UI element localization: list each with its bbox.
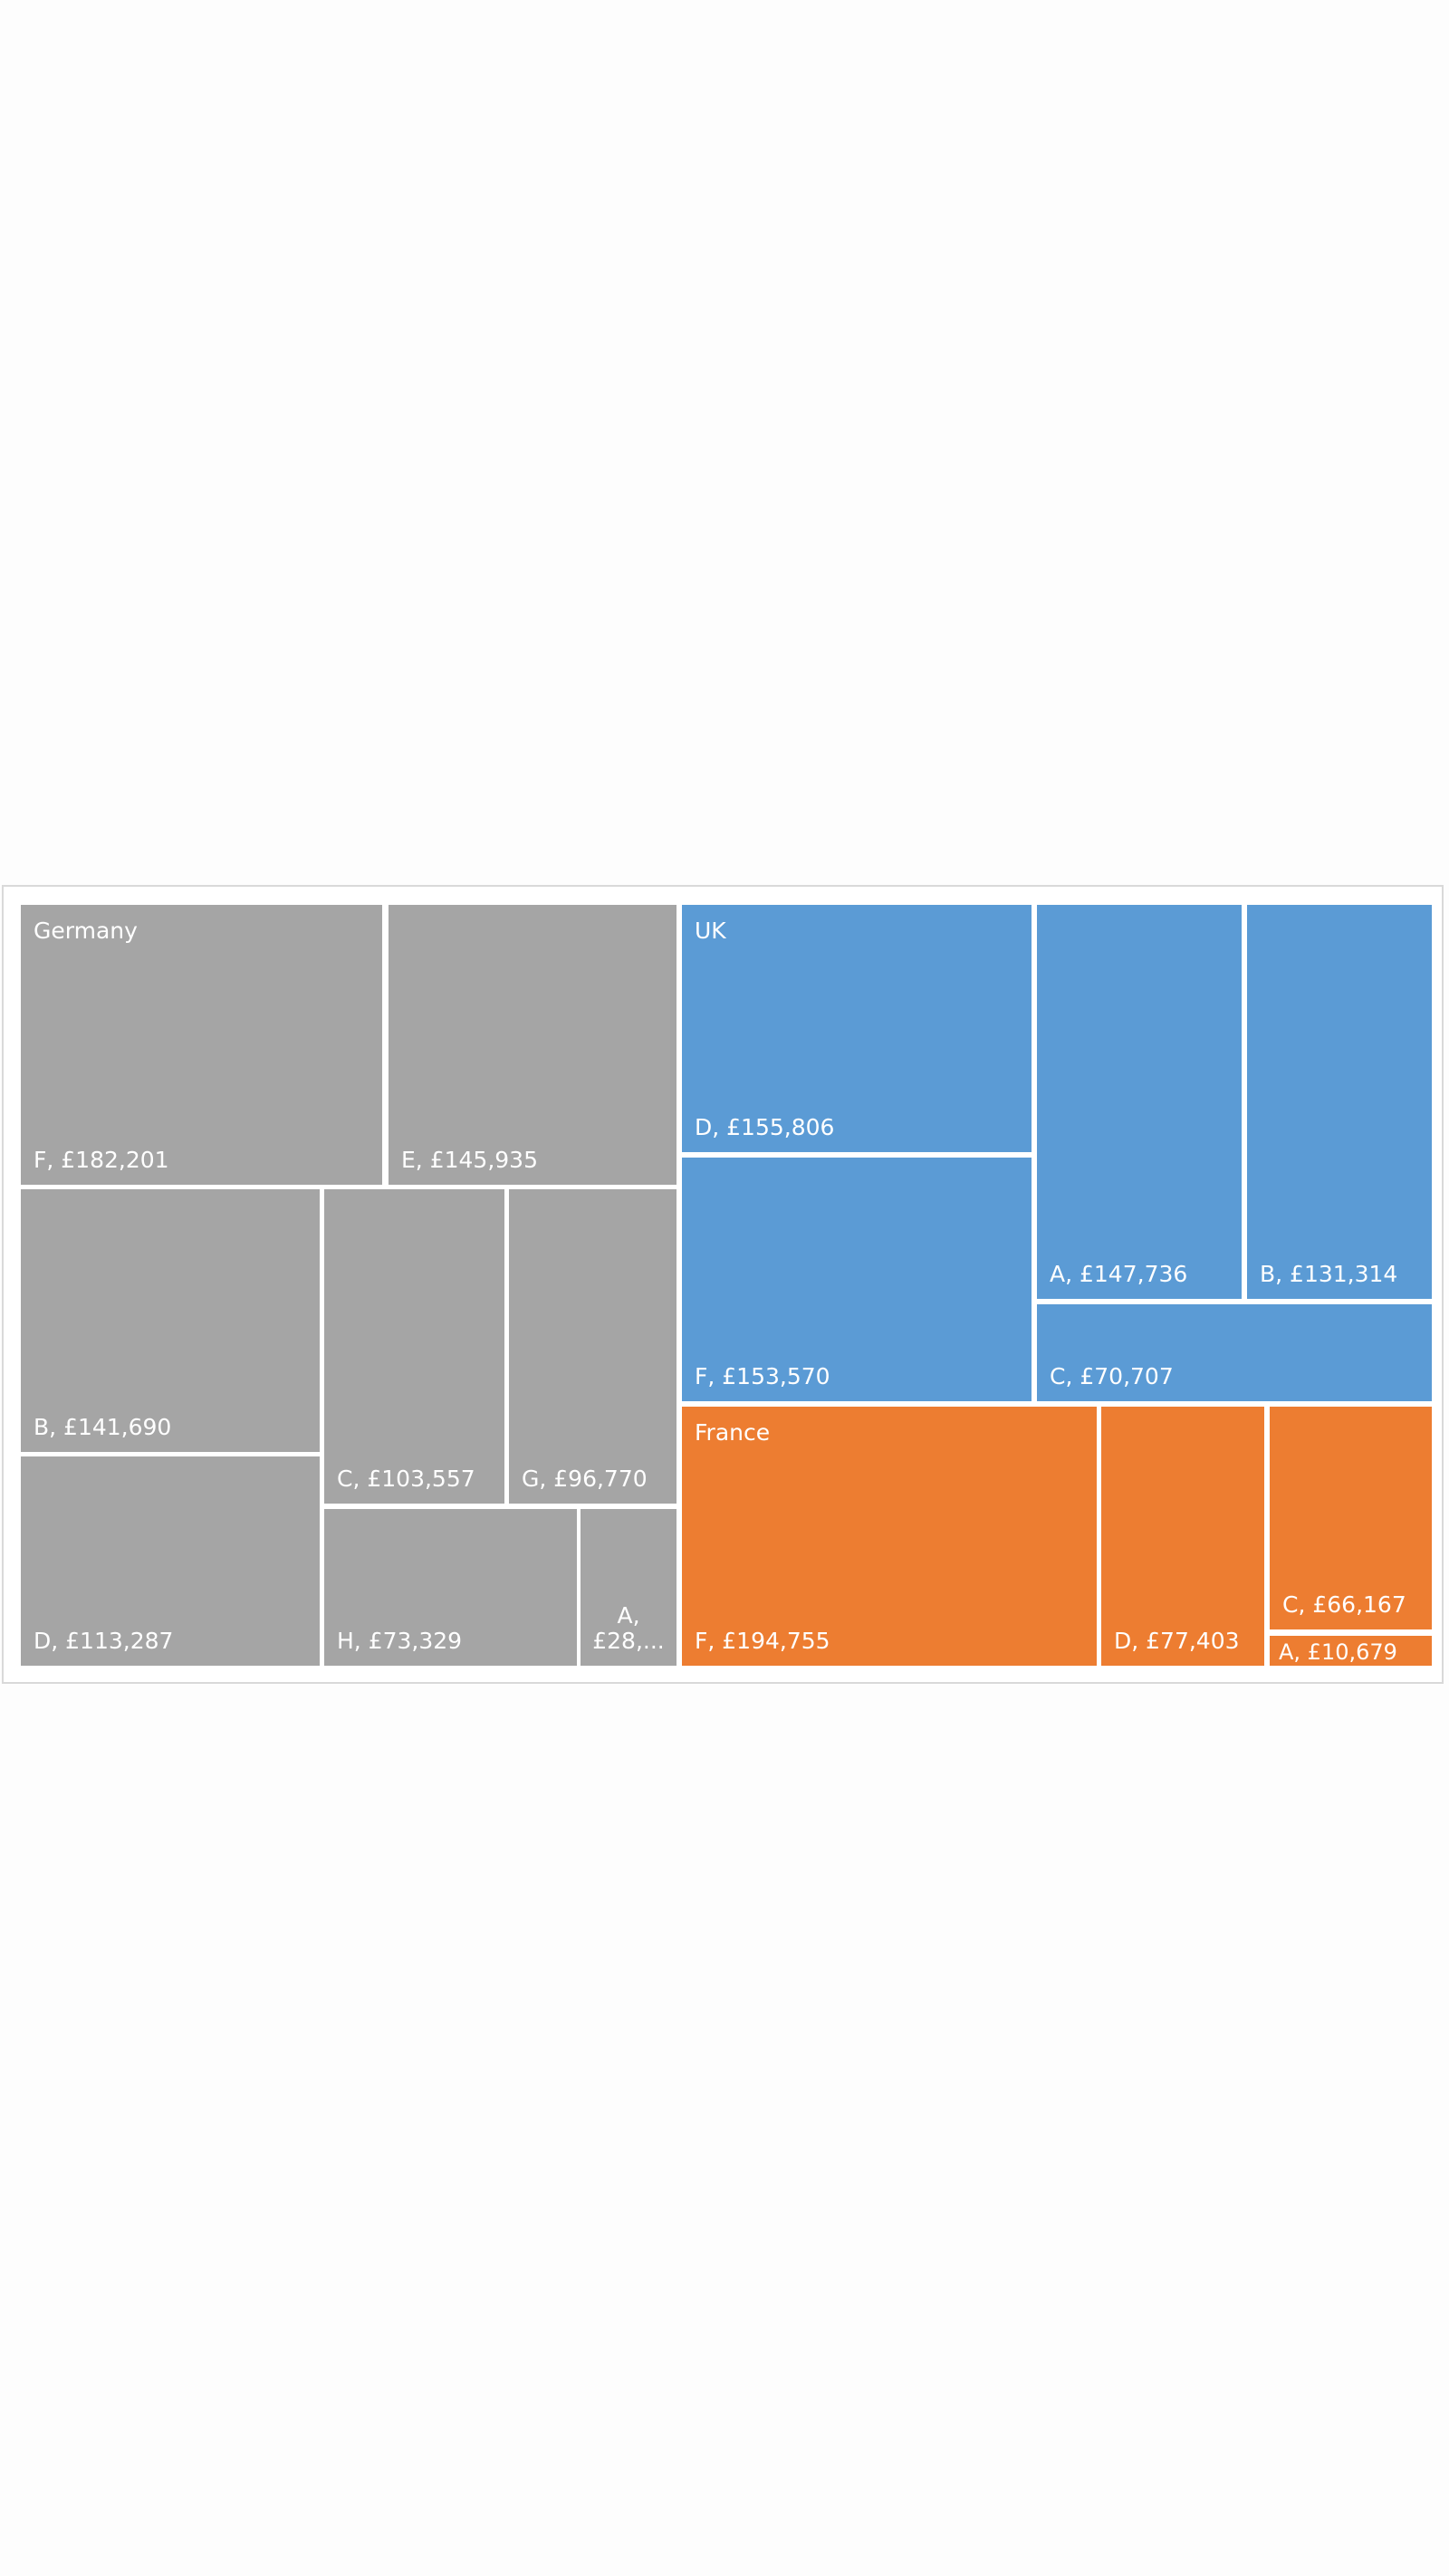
- tile-france-a: A, £10,679: [1270, 1636, 1432, 1666]
- group-label: Germany: [34, 918, 138, 944]
- tile-uk-b: B, £131,314: [1247, 905, 1432, 1299]
- data-label: D, £113,287: [34, 1628, 174, 1655]
- data-label: B, £141,690: [34, 1414, 172, 1441]
- group-label: UK: [695, 918, 726, 944]
- group-label: France: [695, 1419, 771, 1446]
- tile-germany-f: Germany F, £182,201: [21, 905, 382, 1185]
- data-label: C, £70,707: [1050, 1363, 1174, 1390]
- data-label: D, £77,403: [1114, 1628, 1240, 1655]
- data-label: E, £145,935: [401, 1147, 538, 1174]
- data-label: G, £96,770: [522, 1466, 648, 1493]
- data-label: A, £28,...: [592, 1601, 665, 1655]
- data-label: B, £131,314: [1260, 1261, 1398, 1288]
- tile-germany-a: A, £28,...: [581, 1509, 677, 1666]
- data-label: H, £73,329: [337, 1628, 463, 1655]
- tile-uk-c: C, £70,707: [1037, 1304, 1432, 1401]
- tile-germany-d: D, £113,287: [21, 1456, 320, 1666]
- tile-germany-b: B, £141,690: [21, 1189, 320, 1452]
- tile-france-f: France F, £194,755: [682, 1407, 1097, 1666]
- tile-uk-f: F, £153,570: [682, 1158, 1032, 1401]
- data-label: F, £194,755: [695, 1628, 830, 1655]
- tile-germany-e: E, £145,935: [389, 905, 677, 1185]
- tile-france-d: D, £77,403: [1101, 1407, 1264, 1666]
- data-label: F, £153,570: [695, 1363, 830, 1390]
- data-label: C, £103,557: [337, 1466, 475, 1493]
- data-label: A, £147,736: [1050, 1261, 1188, 1288]
- data-label: C, £66,167: [1282, 1591, 1406, 1619]
- data-label: F, £182,201: [34, 1147, 169, 1174]
- tile-uk-a: A, £147,736: [1037, 905, 1242, 1299]
- data-label: D, £155,806: [695, 1114, 835, 1141]
- tile-france-c: C, £66,167: [1270, 1407, 1432, 1629]
- tile-germany-g: G, £96,770: [509, 1189, 677, 1504]
- tile-uk-d: UK D, £155,806: [682, 905, 1032, 1152]
- treemap-chart: Germany F, £182,201 E, £145,935 B, £141,690…: [2, 885, 1444, 1684]
- tile-germany-h: H, £73,329: [324, 1509, 577, 1666]
- data-label: A, £10,679: [1279, 1639, 1397, 1666]
- tile-germany-c: C, £103,557: [324, 1189, 504, 1504]
